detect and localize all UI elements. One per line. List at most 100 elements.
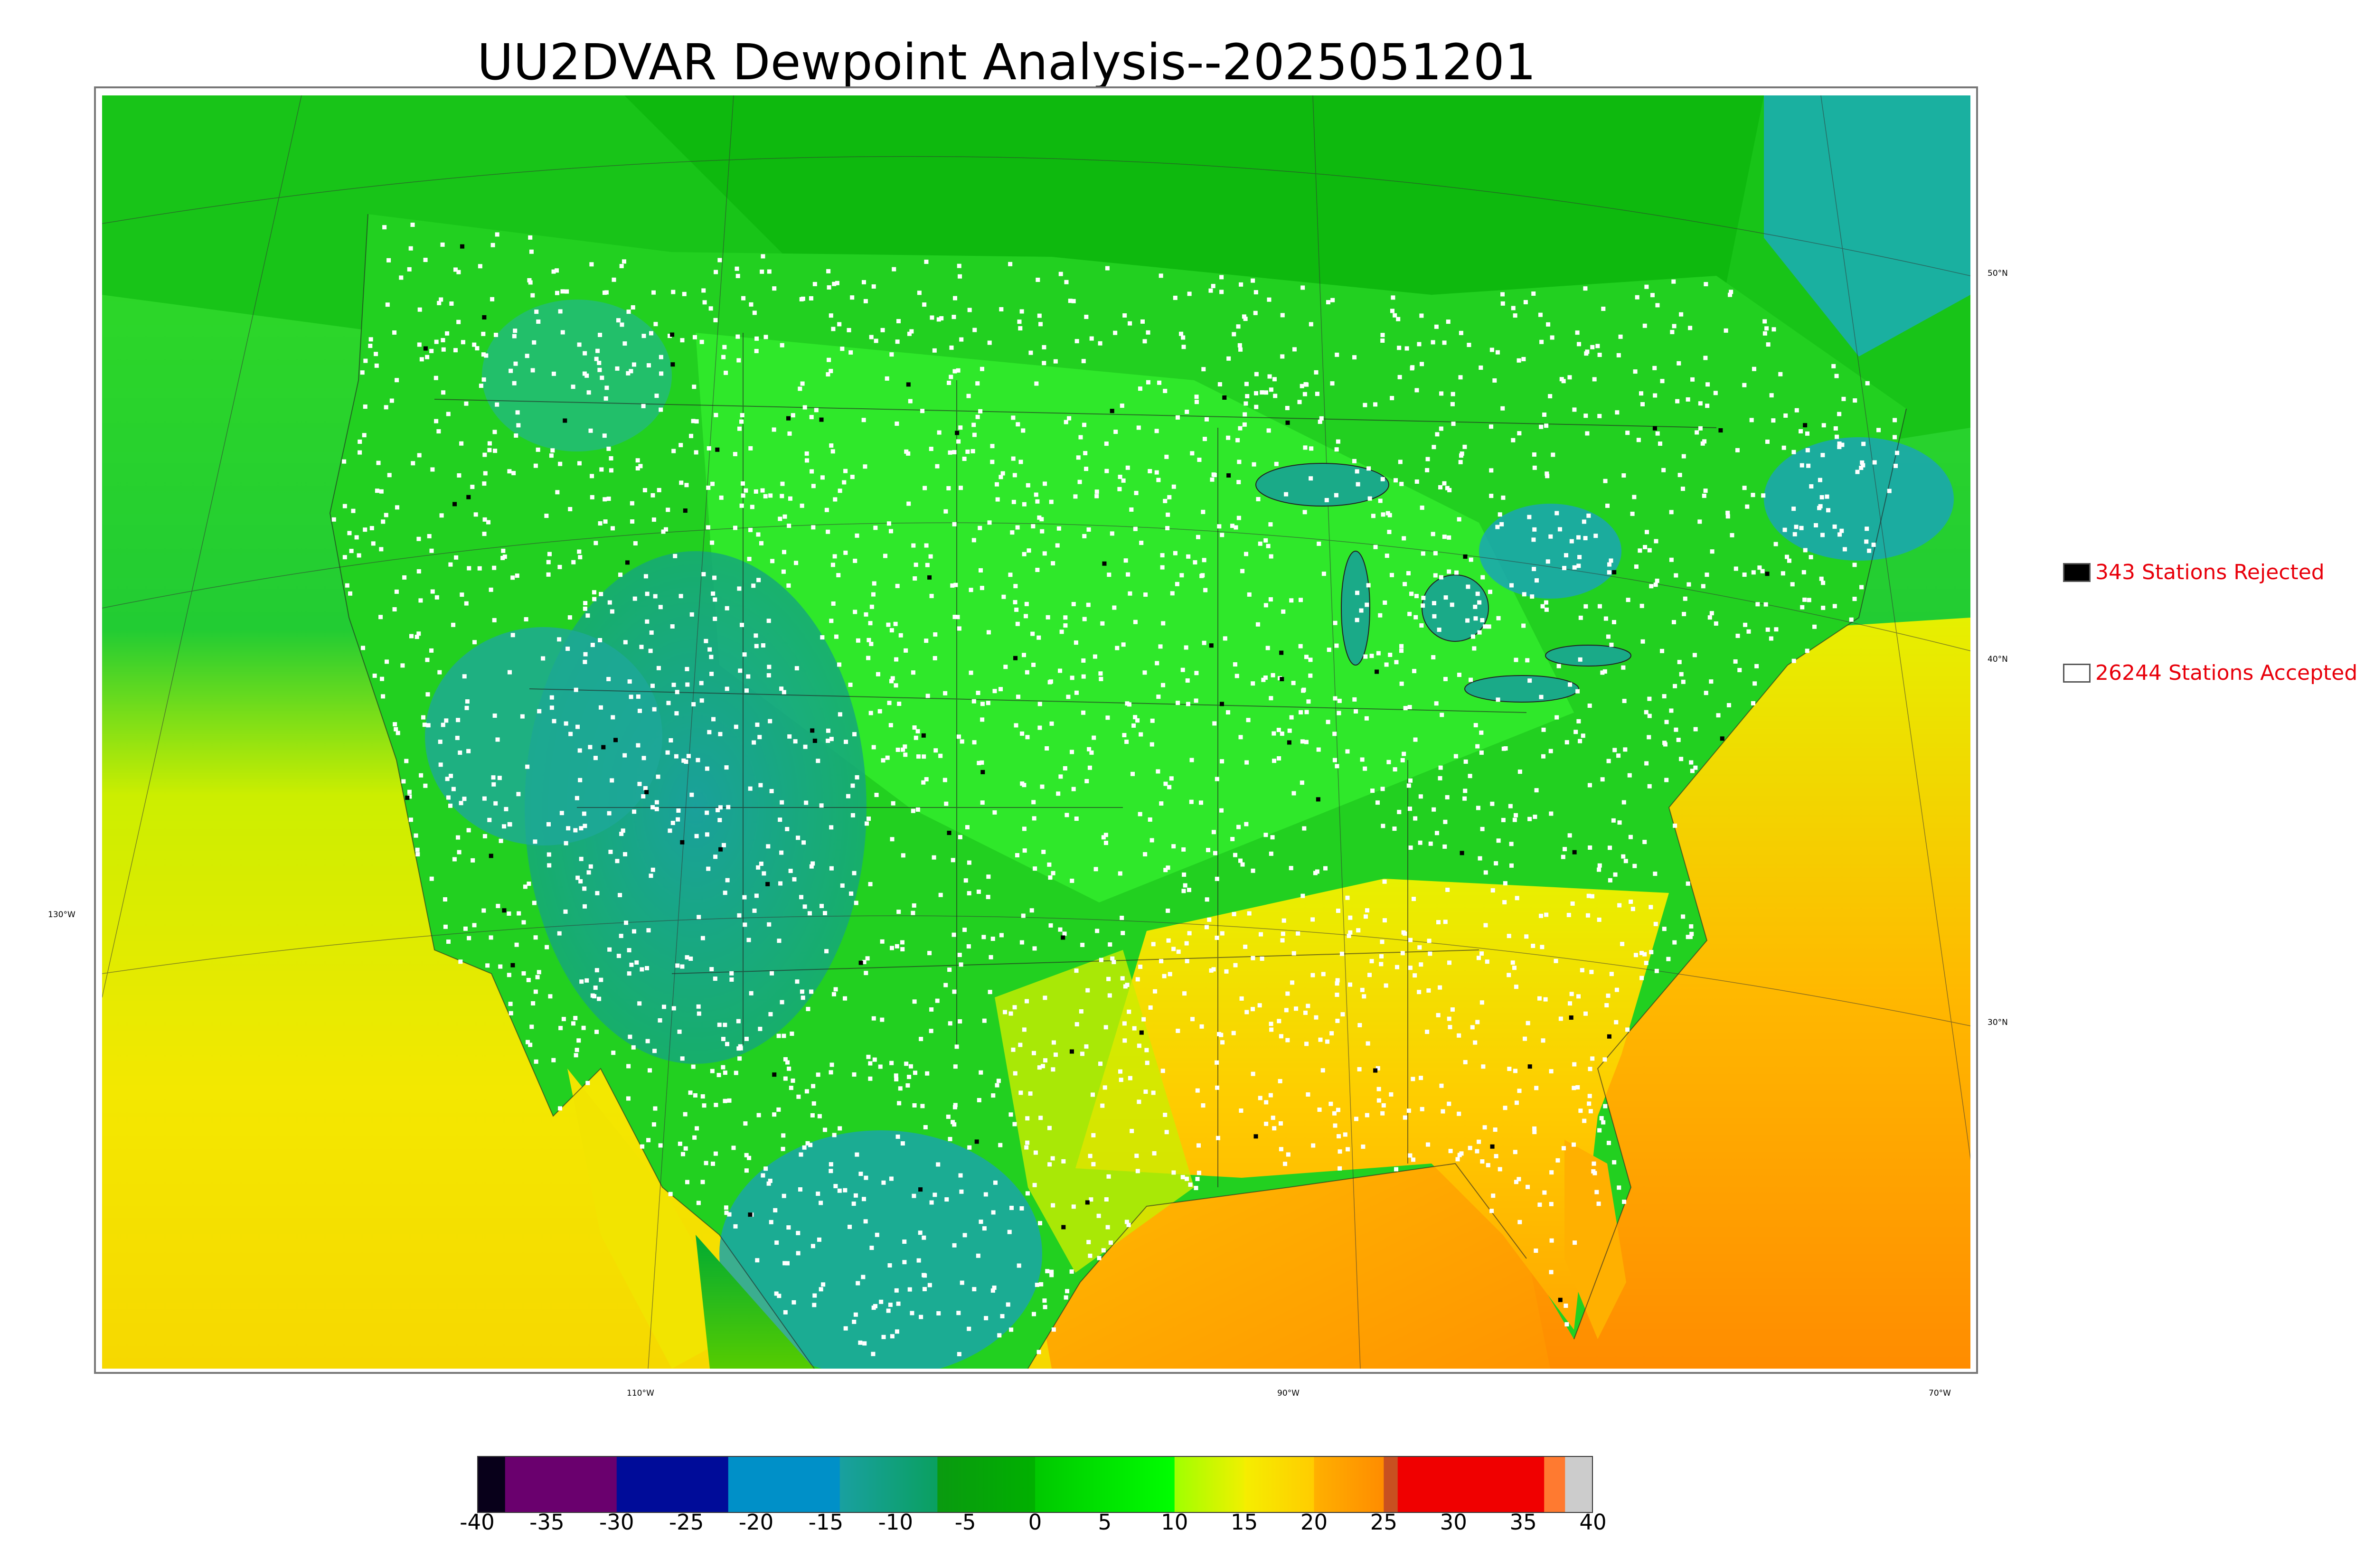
station-accepted-marker	[1007, 1230, 1012, 1234]
station-accepted-marker	[737, 913, 742, 918]
station-accepted-marker	[1522, 592, 1526, 597]
station-accepted-marker	[1171, 844, 1176, 849]
station-accepted-marker	[1639, 951, 1644, 956]
station-accepted-marker	[1081, 674, 1086, 679]
station-accepted-marker	[1300, 780, 1304, 785]
station-accepted-marker	[1340, 1012, 1345, 1017]
station-accepted-marker	[492, 430, 497, 434]
station-rejected-marker	[460, 244, 465, 249]
station-accepted-marker	[713, 1151, 718, 1156]
station-accepted-marker	[1550, 335, 1554, 340]
station-accepted-marker	[1871, 543, 1876, 547]
station-accepted-marker	[1512, 817, 1517, 822]
station-accepted-marker	[342, 504, 347, 508]
station-accepted-marker	[1408, 938, 1413, 942]
station-accepted-marker	[650, 867, 655, 872]
station-accepted-marker	[1640, 402, 1645, 406]
station-accepted-marker	[560, 330, 565, 335]
station-accepted-marker	[348, 591, 353, 596]
station-accepted-marker	[1163, 389, 1168, 394]
station-accepted-marker	[1237, 460, 1242, 464]
station-accepted-marker	[662, 1005, 667, 1009]
station-accepted-marker	[443, 897, 448, 902]
station-accepted-marker	[437, 300, 442, 305]
station-accepted-marker	[616, 954, 621, 958]
station-accepted-marker	[1012, 1122, 1017, 1127]
station-accepted-marker	[1754, 664, 1759, 668]
station-accepted-marker	[1459, 330, 1463, 335]
station-accepted-marker	[838, 712, 842, 717]
station-accepted-marker	[1575, 330, 1580, 335]
station-accepted-marker	[824, 949, 829, 954]
station-accepted-marker	[1494, 1154, 1498, 1158]
station-accepted-marker	[1606, 993, 1611, 998]
station-accepted-marker	[901, 747, 905, 752]
station-accepted-marker	[1304, 1042, 1309, 1046]
station-accepted-marker	[1025, 1140, 1030, 1145]
station-accepted-marker	[1326, 300, 1330, 305]
station-accepted-marker	[1051, 1203, 1055, 1208]
station-accepted-marker	[1285, 1038, 1290, 1042]
station-accepted-marker	[422, 723, 427, 727]
station-accepted-marker	[637, 708, 642, 713]
station-accepted-marker	[1567, 833, 1572, 838]
station-accepted-marker	[735, 273, 740, 278]
station-accepted-marker	[1334, 493, 1338, 498]
station-accepted-marker	[651, 290, 656, 295]
station-accepted-marker	[512, 334, 517, 338]
station-accepted-marker	[1653, 872, 1658, 876]
station-accepted-marker	[1095, 929, 1100, 933]
station-accepted-marker	[1047, 1126, 1052, 1130]
station-accepted-marker	[1211, 284, 1215, 289]
station-accepted-marker	[971, 538, 976, 543]
station-accepted-marker	[510, 575, 515, 580]
station-accepted-marker	[1704, 282, 1708, 287]
station-accepted-marker	[695, 1126, 699, 1131]
station-accepted-marker	[977, 761, 981, 765]
station-accepted-marker	[1314, 1015, 1319, 1020]
station-accepted-marker	[1018, 326, 1023, 331]
station-accepted-marker	[1215, 936, 1219, 940]
station-accepted-marker	[693, 1093, 697, 1098]
station-accepted-marker	[1201, 509, 1206, 514]
station-accepted-marker	[1212, 721, 1217, 726]
station-accepted-marker	[785, 1261, 790, 1266]
station-accepted-marker	[653, 1106, 658, 1111]
station-accepted-marker	[1876, 428, 1881, 432]
station-accepted-marker	[1173, 295, 1178, 300]
station-accepted-marker	[724, 370, 728, 375]
station-accepted-marker	[1304, 740, 1309, 744]
station-accepted-marker	[1428, 841, 1433, 846]
station-rejected-marker	[1463, 554, 1468, 559]
station-accepted-marker	[850, 813, 855, 817]
station-accepted-marker	[1473, 604, 1478, 609]
station-accepted-marker	[987, 520, 992, 525]
station-accepted-marker	[1236, 516, 1241, 520]
station-rejected-marker	[423, 346, 428, 351]
station-accepted-marker	[1135, 977, 1140, 982]
station-accepted-marker	[1420, 362, 1424, 366]
station-accepted-marker	[1185, 678, 1190, 683]
station-accepted-marker	[551, 269, 556, 274]
station-accepted-marker	[1335, 1018, 1340, 1023]
station-accepted-marker	[499, 838, 503, 843]
station-accepted-marker	[602, 291, 607, 295]
station-accepted-marker	[1517, 358, 1521, 363]
station-rejected-marker	[1222, 395, 1227, 400]
station-accepted-marker	[1832, 604, 1837, 609]
station-accepted-marker	[1258, 1096, 1262, 1100]
station-accepted-marker	[641, 794, 646, 798]
station-accepted-marker	[1199, 1024, 1204, 1029]
station-accepted-marker	[902, 1239, 907, 1244]
station-accepted-marker	[1791, 658, 1796, 663]
station-accepted-marker	[1071, 1204, 1076, 1209]
station-accepted-marker	[1074, 817, 1079, 821]
station-accepted-marker	[1215, 1060, 1219, 1065]
station-accepted-marker	[524, 617, 528, 622]
station-accepted-marker	[1480, 618, 1485, 622]
station-accepted-marker	[675, 690, 679, 695]
station-rejected-marker	[1209, 643, 1214, 648]
station-accepted-marker	[1489, 1209, 1494, 1213]
station-accepted-marker	[1025, 1191, 1030, 1196]
rejected-swatch	[2063, 563, 2091, 582]
